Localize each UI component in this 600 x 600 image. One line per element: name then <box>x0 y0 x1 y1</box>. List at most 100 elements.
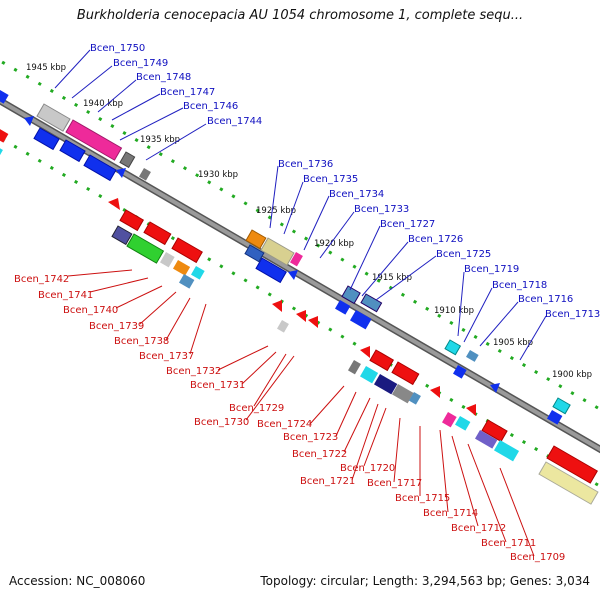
gene-arrow[interactable] <box>335 300 351 315</box>
gene-label[interactable]: Bcen_1741 <box>38 290 93 301</box>
gene-block[interactable] <box>552 397 571 415</box>
gene-block[interactable] <box>455 416 471 431</box>
gene-label[interactable]: Bcen_1742 <box>14 274 69 285</box>
gene-label[interactable]: Bcen_1744 <box>207 116 262 127</box>
gene-label[interactable]: Bcen_1729 <box>229 403 284 414</box>
gene-block[interactable] <box>538 461 599 505</box>
gene-arrow[interactable] <box>255 257 287 284</box>
kbp-label: 1925 kbp <box>256 206 296 216</box>
gene-label[interactable]: Bcen_1726 <box>408 234 463 245</box>
gene-label[interactable]: Bcen_1714 <box>423 508 478 519</box>
gene-label[interactable]: Bcen_1746 <box>183 101 238 112</box>
gene-block[interactable] <box>36 103 71 132</box>
gene-arrow[interactable] <box>59 139 86 163</box>
gene-arrow[interactable] <box>430 386 440 398</box>
gene-block[interactable] <box>341 285 361 305</box>
gene-label[interactable]: Bcen_1730 <box>194 417 249 428</box>
gene-block[interactable] <box>348 360 361 375</box>
gene-label[interactable]: Bcen_1715 <box>395 493 450 504</box>
gene-label[interactable]: Bcen_1718 <box>492 280 547 291</box>
gene-arrow[interactable] <box>288 270 298 280</box>
gene-label[interactable]: Bcen_1750 <box>90 43 145 54</box>
gene-label[interactable]: Bcen_1717 <box>367 478 422 489</box>
gene-label[interactable]: Bcen_1738 <box>114 336 169 347</box>
gene-block[interactable] <box>475 430 498 449</box>
gene-arrow[interactable] <box>466 404 476 416</box>
gene-label[interactable]: Bcen_1711 <box>481 538 536 549</box>
gene-label[interactable]: Bcen_1722 <box>292 449 347 460</box>
gene-arrow[interactable] <box>143 221 172 246</box>
gene-label[interactable]: Bcen_1716 <box>518 294 573 305</box>
gene-block[interactable] <box>442 412 457 428</box>
gene-block[interactable] <box>392 384 414 404</box>
gene-block[interactable] <box>0 146 3 159</box>
gene-arrow[interactable] <box>546 445 598 484</box>
gene-label[interactable]: Bcen_1724 <box>257 419 312 430</box>
gene-label[interactable]: Bcen_1740 <box>63 305 118 316</box>
gene-arrow[interactable] <box>391 361 420 386</box>
gene-label[interactable]: Bcen_1732 <box>166 366 221 377</box>
gene-label[interactable]: Bcen_1749 <box>113 58 168 69</box>
gene-block[interactable] <box>444 339 462 356</box>
gene-label[interactable]: Bcen_1737 <box>139 351 194 362</box>
gene-block[interactable] <box>0 127 9 143</box>
gene-arrow[interactable] <box>481 419 508 443</box>
gene-arrow[interactable] <box>0 90 9 104</box>
gene-block[interactable] <box>290 252 303 267</box>
gene-label[interactable]: Bcen_1720 <box>340 463 395 474</box>
gene-label[interactable]: Bcen_1731 <box>190 380 245 391</box>
gene-arrow[interactable] <box>360 346 370 358</box>
gene-arrow[interactable] <box>350 310 372 330</box>
gene-block[interactable] <box>126 233 165 264</box>
gene-arrow[interactable] <box>369 349 395 372</box>
gene-block[interactable] <box>466 350 479 362</box>
gene-arrow[interactable] <box>116 168 126 178</box>
gene-arrow[interactable] <box>171 237 203 264</box>
gene-arrow[interactable] <box>119 209 145 232</box>
gene-arrow[interactable] <box>490 383 500 393</box>
gene-block[interactable] <box>119 151 136 169</box>
gene-block[interactable] <box>409 392 421 405</box>
gene-label[interactable]: Bcen_1721 <box>300 476 355 487</box>
gene-block[interactable] <box>244 244 265 263</box>
gene-block[interactable] <box>360 366 379 384</box>
gene-arrow[interactable] <box>83 154 117 182</box>
gene-label[interactable]: Bcen_1734 <box>329 189 384 200</box>
gene-block[interactable] <box>245 229 267 250</box>
gene-block[interactable] <box>191 266 205 280</box>
bottom-gene-labels: Bcen_1742 Bcen_1741 Bcen_1740 Bcen_1739 … <box>14 274 565 563</box>
gene-arrow[interactable] <box>547 410 563 425</box>
gene-label[interactable]: Bcen_1709 <box>510 552 565 563</box>
gene-label[interactable]: Bcen_1735 <box>303 174 358 185</box>
gene-block[interactable] <box>65 119 123 161</box>
gene-arrow[interactable] <box>108 198 120 210</box>
gene-arrow[interactable] <box>453 365 467 379</box>
gene-label[interactable]: Bcen_1719 <box>464 264 519 275</box>
gene-label[interactable]: Bcen_1736 <box>278 159 333 170</box>
gene-label[interactable]: Bcen_1739 <box>89 321 144 332</box>
gene-block[interactable] <box>277 320 289 333</box>
kbp-label: 1935 kbp <box>140 135 180 145</box>
gene-block[interactable] <box>374 374 398 395</box>
gene-label[interactable]: Bcen_1747 <box>160 87 215 98</box>
gene-block[interactable] <box>173 260 191 276</box>
gene-arrow[interactable] <box>308 316 318 328</box>
gene-block[interactable] <box>360 293 383 313</box>
gene-arrow[interactable] <box>296 310 306 322</box>
gene-arrow[interactable] <box>33 127 60 151</box>
gene-block[interactable] <box>260 237 295 266</box>
gene-block[interactable] <box>139 168 151 181</box>
gene-label[interactable]: Bcen_1712 <box>451 523 506 534</box>
gene-block[interactable] <box>494 440 520 462</box>
gene-arrow[interactable] <box>24 116 34 126</box>
gene-block[interactable] <box>179 274 195 289</box>
gene-label[interactable]: Bcen_1713 <box>545 309 600 320</box>
gene-label[interactable]: Bcen_1725 <box>436 249 491 260</box>
gene-block[interactable] <box>160 252 175 268</box>
gene-arrow[interactable] <box>272 300 282 312</box>
gene-block[interactable] <box>111 225 133 246</box>
gene-label[interactable]: Bcen_1723 <box>283 432 338 443</box>
gene-label[interactable]: Bcen_1727 <box>380 219 435 230</box>
gene-label[interactable]: Bcen_1733 <box>354 204 409 215</box>
gene-label[interactable]: Bcen_1748 <box>136 72 191 83</box>
